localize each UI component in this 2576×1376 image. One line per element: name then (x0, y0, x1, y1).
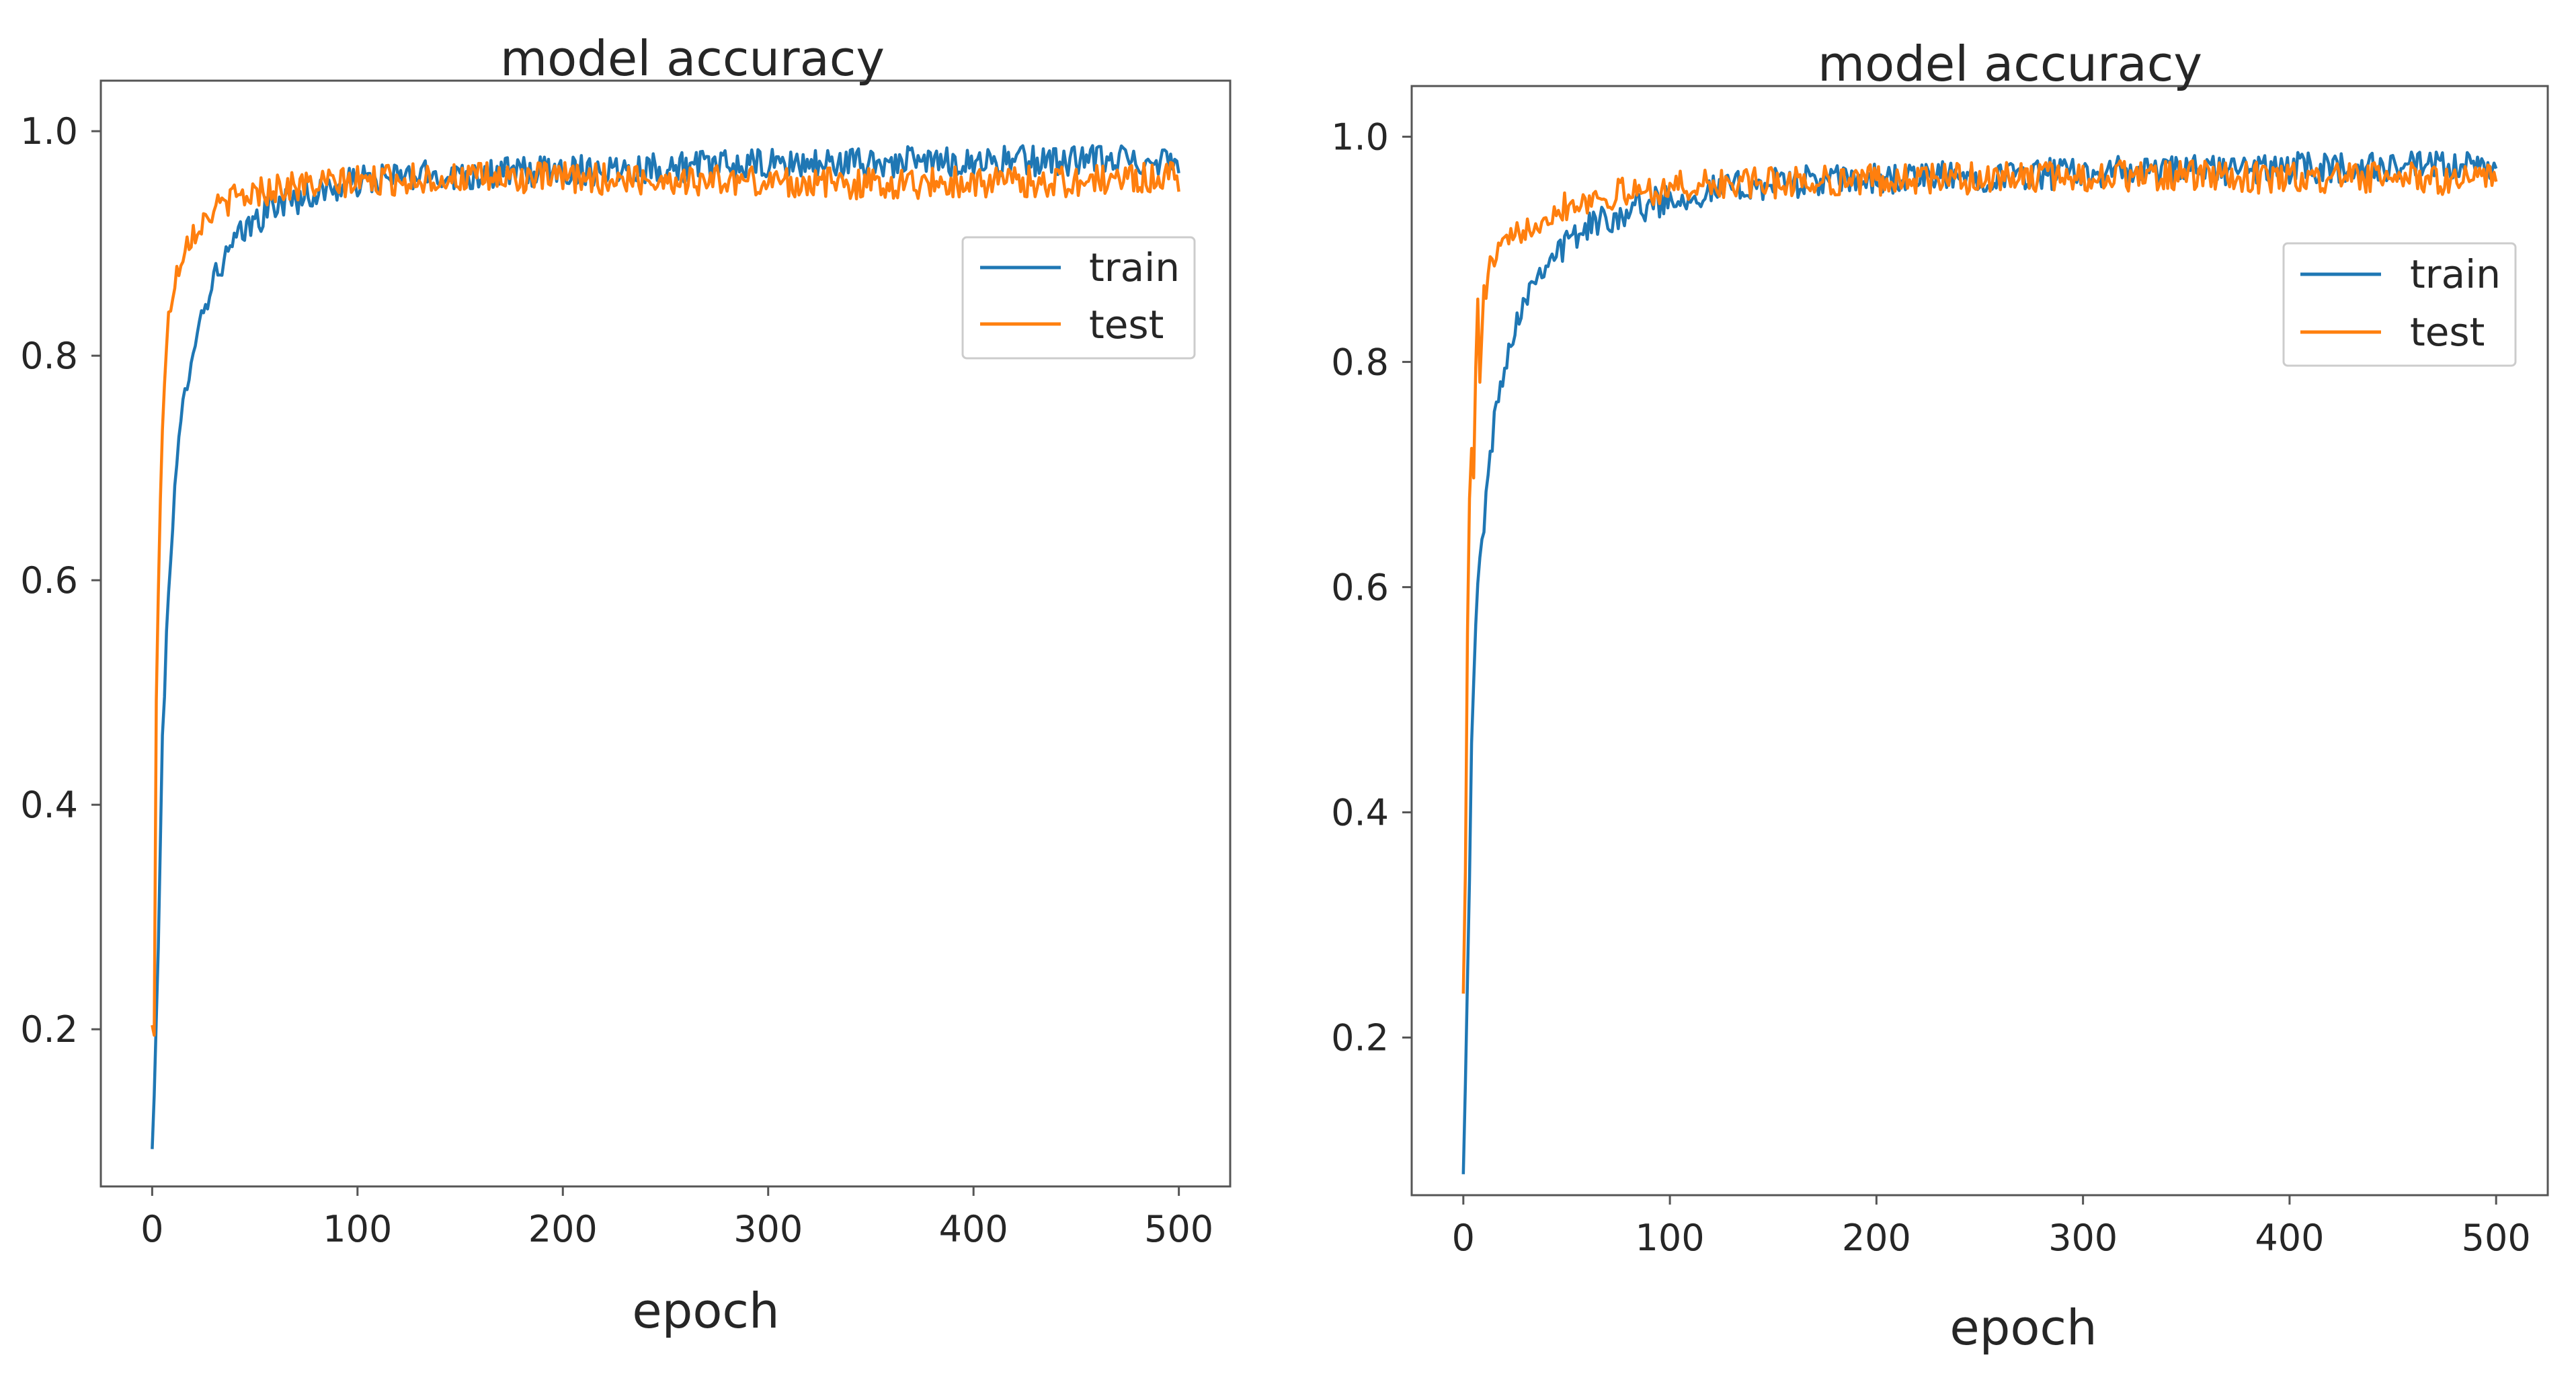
x-tick-label-right-4: 400 (2255, 1217, 2324, 1259)
x-tick-label-left-4: 400 (939, 1208, 1008, 1250)
series-line-train-right (1461, 150, 2498, 1174)
legend-test-label-left: test (1089, 302, 1164, 348)
x-tick-label-left-2: 200 (528, 1208, 598, 1250)
x-tick-label-left-0: 0 (140, 1208, 163, 1250)
ticks-left: 0 100 200 300 400 500 0.2 0.4 0.6 0.8 1.0 (20, 110, 1213, 1250)
x-tick-label-right-0: 0 (1452, 1217, 1475, 1259)
legend-left: train test (961, 236, 1196, 360)
y-tick-label-right-0: 0.2 (1331, 1016, 1389, 1059)
plot-frame-right (1410, 85, 2549, 1197)
series-right (1461, 150, 2498, 1174)
chart-right: model accuracy epoch 0 100 200 300 400 500 0.2… (1331, 36, 2549, 1356)
y-tick-label-left-3: 0.8 (20, 335, 78, 377)
ticks-right: 0 100 200 300 400 500 0.2 0.4 0.6 0.8 1.0 (1331, 116, 2531, 1259)
series-line-test-left (151, 161, 1180, 1037)
x-tick-label-right-3: 300 (2048, 1217, 2118, 1259)
series-line-test-right (1461, 159, 2498, 994)
x-tick-label-left-1: 100 (323, 1208, 392, 1250)
series-left (151, 144, 1180, 1149)
y-tick-label-right-2: 0.6 (1331, 566, 1389, 608)
x-tick-label-right-2: 200 (1842, 1217, 1911, 1259)
legend-right: train test (2282, 242, 2517, 367)
y-tick-label-right-4: 1.0 (1331, 116, 1389, 158)
x-tick-label-left-3: 300 (733, 1208, 803, 1250)
chart-title-left: model accuracy (500, 30, 885, 87)
y-tick-label-left-2: 0.6 (20, 559, 78, 602)
x-tick-label-right-1: 100 (1636, 1217, 1705, 1259)
legend-train-label-left: train (1089, 245, 1180, 290)
chart-left: model accuracy epoch 0 100 200 300 400 500 0.2… (20, 30, 1232, 1339)
legend-test-label-right: test (2410, 309, 2485, 355)
x-tick-label-right-5: 500 (2462, 1217, 2531, 1259)
y-tick-label-left-0: 0.2 (20, 1008, 78, 1051)
x-axis-label-left: epoch (632, 1283, 779, 1339)
plot-frame-left (99, 79, 1232, 1188)
y-tick-label-right-1: 0.4 (1331, 791, 1389, 834)
chart-title-right: model accuracy (1818, 36, 2202, 92)
legend-train-label-right: train (2410, 251, 2501, 297)
x-tick-label-left-5: 500 (1144, 1208, 1213, 1250)
y-tick-label-left-1: 0.4 (20, 784, 78, 826)
x-axis-label-right: epoch (1949, 1299, 2097, 1356)
y-tick-label-right-3: 0.8 (1331, 341, 1389, 383)
y-tick-label-left-4: 1.0 (20, 110, 78, 153)
